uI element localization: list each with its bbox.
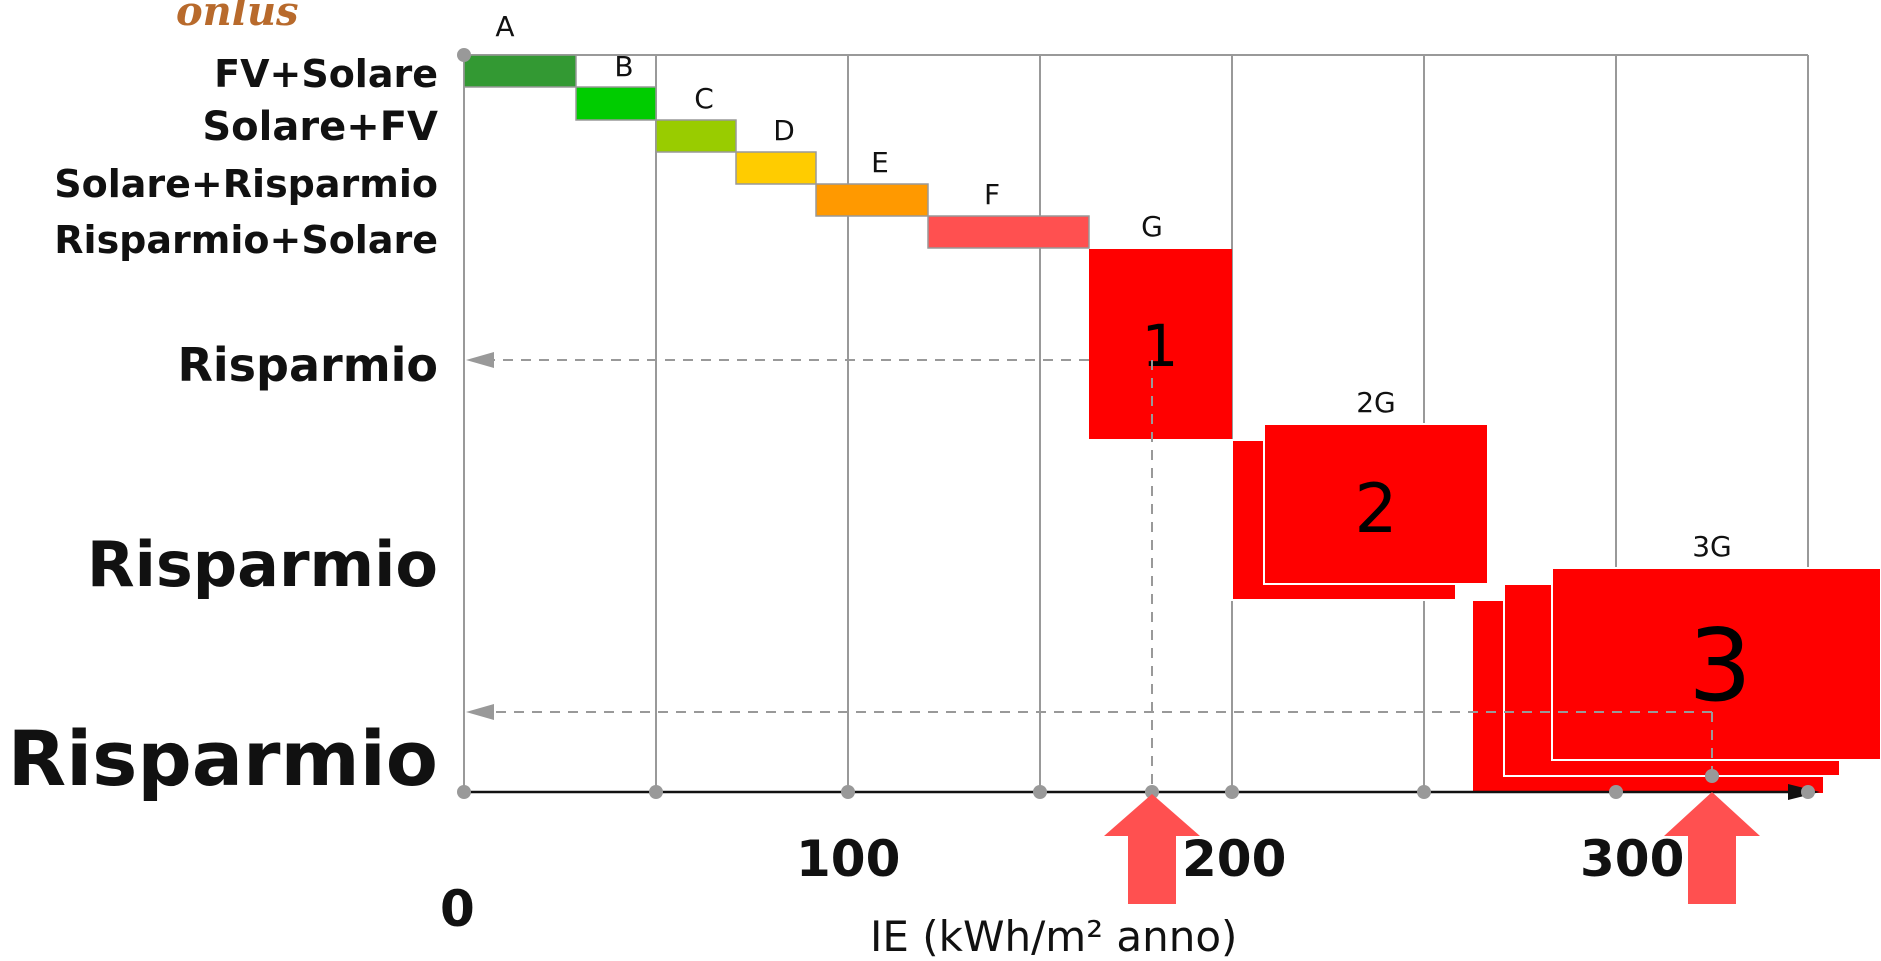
axis-dot: [457, 48, 471, 62]
row-label-fv-solare: FV+Solare: [214, 52, 438, 96]
axis-dot: [1225, 785, 1239, 799]
class-g-label: G: [1141, 210, 1163, 243]
arrowhead-row5: [466, 352, 494, 368]
axis-dot: [1417, 785, 1431, 799]
class-steps: [464, 55, 1089, 248]
axis-dot: [841, 785, 855, 799]
class-f-bar: [928, 216, 1089, 248]
row-label-solare-risparmio: Solare+Risparmio: [54, 162, 438, 206]
axis-dot: [1801, 785, 1815, 799]
class-c-label: C: [694, 82, 714, 115]
row-label-risparmio-1: Risparmio: [177, 338, 438, 392]
axis-dot: [1033, 785, 1047, 799]
g1-number: 1: [1142, 312, 1179, 380]
row-label-risparmio-solare: Risparmio+Solare: [54, 218, 438, 262]
row-label-risparmio-3: Risparmio: [8, 714, 438, 803]
g3-stack: [1472, 568, 1881, 794]
g3-number: 3: [1688, 607, 1752, 724]
g2-number: 2: [1354, 470, 1397, 549]
class-b-label: B: [614, 50, 633, 83]
class-f-label: F: [984, 178, 1000, 211]
axis-dot: [1609, 785, 1623, 799]
x-tick-200: 200: [1182, 830, 1286, 888]
class-c-bar: [656, 120, 736, 152]
class-b-bar: [576, 87, 656, 120]
class-d-bar: [736, 152, 816, 184]
row-label-solare-fv: Solare+FV: [202, 104, 438, 150]
class-3g-label: 3G: [1692, 530, 1732, 563]
class-d-label: D: [773, 114, 795, 147]
x-tick-100: 100: [796, 830, 900, 888]
x-tick-0: 0: [440, 880, 475, 938]
class-e-label: E: [871, 146, 889, 179]
class-a-bar: [464, 55, 576, 87]
arrowhead-row7: [466, 704, 494, 720]
axis-dot: [1705, 769, 1719, 783]
class-e-bar: [816, 184, 928, 216]
x-tick-300: 300: [1580, 830, 1684, 888]
axis-dot: [457, 785, 471, 799]
axis-dot: [649, 785, 663, 799]
class-a-label: A: [495, 10, 514, 43]
row-label-risparmio-2: Risparmio: [87, 528, 438, 601]
x-axis-label: IE (kWh/m² anno): [870, 912, 1237, 961]
class-2g-label: 2G: [1356, 386, 1396, 419]
